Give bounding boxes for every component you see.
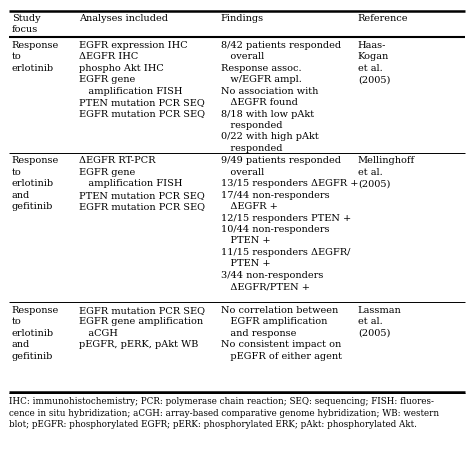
Text: Study
focus: Study focus (12, 14, 40, 34)
Text: Lassman
et al.
(2005): Lassman et al. (2005) (358, 306, 401, 338)
Text: Analyses included: Analyses included (79, 14, 168, 23)
Text: EGFR mutation PCR SEQ
EGFR gene amplification
   aCGH
pEGFR, pERK, pAkt WB: EGFR mutation PCR SEQ EGFR gene amplific… (79, 306, 205, 349)
Text: Response
to
erlotinib
and
gefitinib: Response to erlotinib and gefitinib (12, 156, 59, 211)
Text: Haas-
Kogan
et al.
(2005): Haas- Kogan et al. (2005) (358, 41, 390, 84)
Text: Response
to
erlotinib
and
gefitinib: Response to erlotinib and gefitinib (12, 306, 59, 360)
Text: EGFR expression IHC
ΔEGFR IHC
phospho Akt IHC
EGFR gene
   amplification FISH
PT: EGFR expression IHC ΔEGFR IHC phospho Ak… (79, 41, 205, 119)
Text: Response
to
erlotinib: Response to erlotinib (12, 41, 59, 73)
Text: IHC: immunohistochemistry; PCR: polymerase chain reaction; SEQ: sequencing; FISH: IHC: immunohistochemistry; PCR: polymera… (9, 397, 439, 429)
Text: 9/49 patients responded
   overall
13/15 responders ΔEGFR +
17/44 non-responders: 9/49 patients responded overall 13/15 re… (221, 156, 358, 291)
Text: Reference: Reference (358, 14, 408, 23)
Text: ΔEGFR RT-PCR
EGFR gene
   amplification FISH
PTEN mutation PCR SEQ
EGFR mutation: ΔEGFR RT-PCR EGFR gene amplification FIS… (79, 156, 205, 211)
Text: Mellinghoff
et al.
(2005): Mellinghoff et al. (2005) (358, 156, 415, 188)
Text: 8/42 patients responded
   overall
Response assoc.
   w/EGFR ampl.
No associatio: 8/42 patients responded overall Response… (221, 41, 341, 153)
Text: Findings: Findings (221, 14, 264, 23)
Text: No correlation between
   EGFR amplification
   and response
No consistent impac: No correlation between EGFR amplificatio… (221, 306, 342, 360)
